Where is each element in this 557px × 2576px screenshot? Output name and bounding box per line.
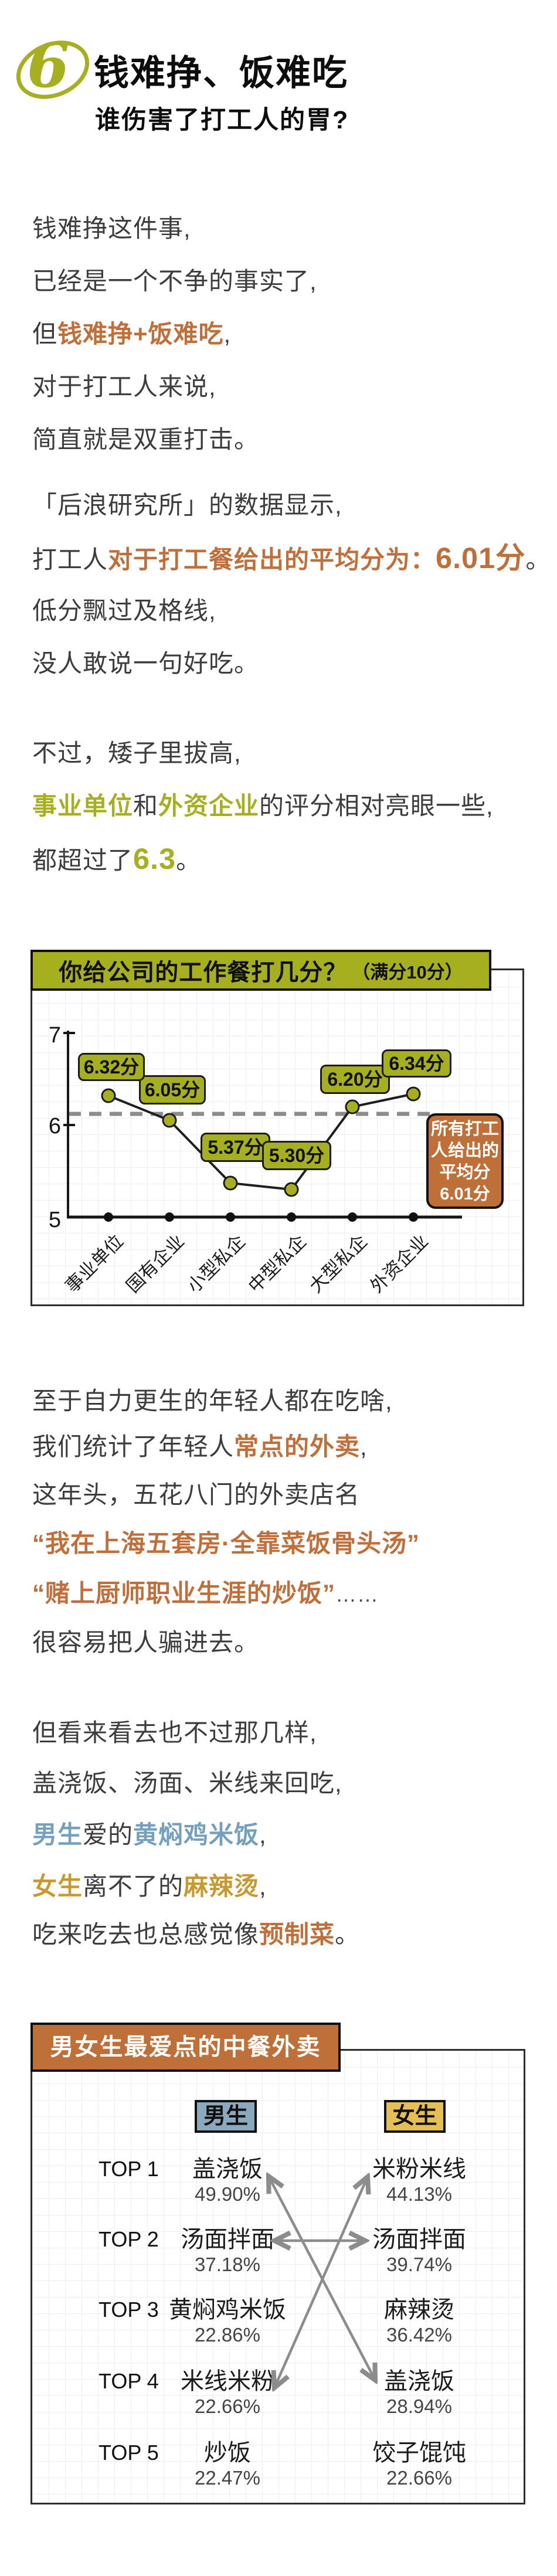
score-chart-panel bbox=[30, 968, 524, 1306]
ranking-row: TOP 5 炒饭 22.47% 饺子馄饨 22.66% bbox=[0, 2438, 557, 2503]
paragraph-line: 都超过了6.3。 bbox=[32, 842, 202, 875]
paragraph-line: 已经是一个不争的事实了, bbox=[32, 267, 317, 295]
paragraph-line: 钱难挣这件事, bbox=[32, 215, 191, 242]
score-line-chart bbox=[63, 1031, 462, 1222]
data-point bbox=[284, 1182, 299, 1197]
section-number: 6 bbox=[27, 29, 70, 101]
y-tick-label: 7 bbox=[48, 1023, 61, 1048]
paragraph-line: 低分飘过及格线, bbox=[32, 597, 216, 624]
paragraph-line: 事业单位和外资企业的评分相对亮眼一些, bbox=[32, 792, 494, 820]
female-item: 饺子馄饨 bbox=[372, 2440, 466, 2466]
x-tick-dot bbox=[348, 1212, 357, 1222]
paragraph-line: 没人敢说一句好吃。 bbox=[32, 650, 260, 677]
paragraph-line: 女生离不了的麻辣烫, bbox=[32, 1872, 267, 1900]
female-pct: 28.94% bbox=[386, 2395, 452, 2417]
paragraph-line: 男生爱的黄焖鸡米饭, bbox=[32, 1821, 267, 1848]
male-item: 汤面拌面 bbox=[181, 2227, 274, 2252]
rank-label: TOP 4 bbox=[99, 2369, 159, 2393]
swap-arrow bbox=[274, 2177, 368, 2388]
female-item: 麻辣烫 bbox=[384, 2297, 454, 2323]
line-series bbox=[108, 1093, 414, 1191]
page-subtitle: 谁伤害了打工人的胃? bbox=[95, 106, 349, 134]
x-tick-dot bbox=[409, 1212, 418, 1222]
point-label: 5.30分 bbox=[262, 1141, 331, 1170]
data-point bbox=[406, 1086, 421, 1102]
rank-label: TOP 3 bbox=[99, 2298, 159, 2322]
female-pct: 39.74% bbox=[386, 2254, 452, 2275]
female-pct: 36.42% bbox=[386, 2324, 452, 2346]
female-item: 盖浇饭 bbox=[384, 2368, 454, 2394]
badge-ellipse-icon bbox=[16, 40, 90, 99]
paragraph-line: 对于打工人来说, bbox=[32, 373, 216, 400]
y-tick-label: 6 bbox=[48, 1114, 61, 1139]
data-point bbox=[345, 1099, 360, 1114]
paragraph-line: 至于自力更生的年轻人都在吃啥, bbox=[32, 1387, 393, 1415]
paragraph-line: 盖浇饭、汤面、米线来回吃, bbox=[32, 1769, 342, 1797]
female-item: 米粉米线 bbox=[372, 2156, 466, 2182]
x-tick-dot bbox=[287, 1212, 296, 1222]
ranking-row: TOP 1 盖浇饭 49.90% 米粉米线 44.13% bbox=[0, 2154, 557, 2220]
x-tick-dot bbox=[226, 1212, 235, 1222]
ranking-title-bar: 男女生最爱点的中餐外卖 bbox=[30, 2023, 341, 2072]
page-title: 钱难挣、饭难吃 bbox=[94, 53, 348, 93]
male-pct: 22.66% bbox=[195, 2395, 260, 2417]
male-item: 盖浇饭 bbox=[192, 2156, 263, 2182]
chart-title: 你给公司的工作餐打几分？ bbox=[59, 960, 348, 985]
point-label: 5.37分 bbox=[201, 1133, 270, 1162]
x-tick-dot bbox=[165, 1212, 174, 1222]
male-pct: 49.90% bbox=[195, 2183, 260, 2205]
female-pct: 22.66% bbox=[386, 2467, 452, 2489]
paragraph-line: 吃来吃去也总感觉像预制菜。 bbox=[32, 1921, 361, 1948]
data-point bbox=[223, 1175, 238, 1191]
average-annotation: 所有打工 人给出的 平均分 6.01分 bbox=[426, 1113, 504, 1209]
point-label: 6.20分 bbox=[320, 1065, 390, 1094]
male-pct: 37.18% bbox=[195, 2254, 260, 2275]
column-header-male: 男生 bbox=[195, 2100, 257, 2133]
point-label: 6.34分 bbox=[382, 1049, 451, 1078]
male-item: 米线米粉 bbox=[181, 2368, 274, 2394]
paragraph-line: 很容易把人骗进去。 bbox=[32, 1629, 260, 1656]
quote-line: “赌上厨师职业生涯的炒饭”…… bbox=[32, 1579, 379, 1607]
male-pct: 22.86% bbox=[195, 2324, 260, 2346]
swap-arrow bbox=[269, 2176, 375, 2380]
male-item: 炒饭 bbox=[204, 2440, 251, 2466]
female-pct: 44.13% bbox=[386, 2183, 452, 2205]
paragraph-line: 不过，矮子里拔高, bbox=[32, 739, 242, 767]
data-point bbox=[162, 1113, 177, 1128]
paragraph-line: 但看来看去也不过那几样, bbox=[32, 1719, 317, 1746]
rank-label: TOP 2 bbox=[99, 2227, 159, 2251]
rank-label: TOP 5 bbox=[99, 2441, 159, 2465]
point-label: 6.32分 bbox=[78, 1053, 145, 1081]
female-item: 汤面拌面 bbox=[372, 2227, 466, 2252]
point-label: 6.05分 bbox=[139, 1075, 206, 1105]
male-pct: 22.47% bbox=[195, 2467, 260, 2489]
ranking-row: TOP 2 汤面拌面 37.18% 汤面拌面 39.74% bbox=[0, 2224, 557, 2290]
paragraph-line: 这年头，五花八门的外卖店名 bbox=[32, 1481, 361, 1508]
data-point bbox=[101, 1088, 116, 1103]
paragraph-line: 但钱难挣+饭难吃, bbox=[32, 320, 232, 348]
y-tick-label: 5 bbox=[48, 1208, 61, 1232]
rank-label: TOP 1 bbox=[99, 2157, 159, 2181]
paragraph-line: 我们统计了年轻人常点的外卖, bbox=[32, 1433, 368, 1460]
x-tick-dot bbox=[104, 1212, 113, 1222]
column-header-female: 女生 bbox=[384, 2100, 446, 2133]
quote-line: “我在上海五套房·全靠菜饭骨头汤” bbox=[32, 1530, 420, 1557]
ranking-arrows bbox=[30, 2049, 525, 2504]
ranking-row: TOP 4 米线米粉 22.66% 盖浇饭 28.94% bbox=[0, 2366, 557, 2432]
paragraph-line: 「后浪研究所」的数据显示, bbox=[32, 491, 342, 519]
chart-title-bar: 你给公司的工作餐打几分？ （满分10分） bbox=[30, 950, 491, 991]
paragraph-line: 简直就是双重打击。 bbox=[32, 426, 260, 453]
chart-title-note: （满分10分） bbox=[352, 961, 463, 983]
paragraph-line: 打工人对于打工餐给出的平均分为：6.01分。 bbox=[32, 541, 551, 575]
